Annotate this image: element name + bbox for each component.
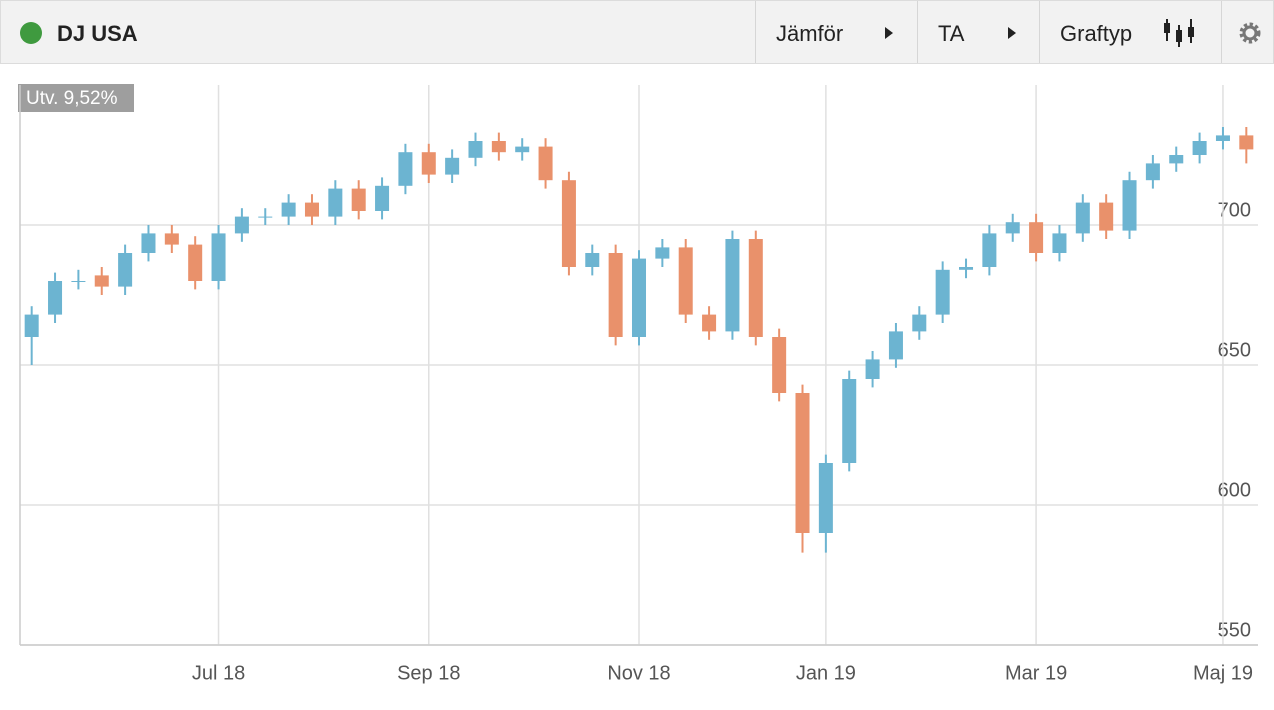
candle-body [1239,135,1254,150]
candle-body [1122,180,1137,231]
candle-body [1099,202,1114,231]
candle-body [935,269,950,315]
candle-body [468,141,483,158]
candle-body [795,393,810,533]
candle-body [1192,141,1207,155]
x-tick-label: Jan 19 [796,662,856,684]
badge-bg [18,84,134,112]
candle-body [772,337,787,393]
divider [917,1,918,63]
candle-body [328,188,343,217]
candle-body [491,141,506,153]
candle-body [118,253,133,287]
candle-body [888,331,903,360]
x-tick-label: Nov 18 [607,662,670,684]
candle-body [1029,222,1044,253]
candle-body [748,239,763,337]
candle-body [24,314,39,337]
x-tick-label: Mar 19 [1005,662,1067,684]
candle-body [1215,135,1230,141]
divider [1221,1,1222,63]
candle-body [1005,222,1020,234]
candle-body [281,202,296,217]
candle-body [585,253,600,267]
candle-body [71,281,86,282]
candle-body [445,157,460,175]
candle-body [188,244,203,281]
candle-body [351,188,366,211]
candle-body [702,314,717,332]
badge: Utv. 9,52% [26,88,118,109]
x-tick-label: Sep 18 [397,662,460,684]
y-tick-label: 550 [1218,619,1251,641]
divider [1039,1,1040,63]
title: DJ USA [57,21,138,46]
settings-icon[interactable] [1238,21,1262,45]
x-tick-label: Maj 19 [1193,662,1253,684]
chart-type-button[interactable]: Graftyp [1060,21,1133,46]
divider [755,1,756,63]
candle-body [865,359,880,379]
status-dot [20,22,42,44]
candle-body [421,152,436,175]
candle-body [1052,233,1067,253]
candle-body [842,379,857,463]
candle-icon [1164,19,1194,47]
candle-body [515,146,530,153]
candle-body [304,202,319,217]
candle-body [398,152,413,186]
ta-button[interactable]: TA [938,21,965,46]
x-tick-label: Jul 18 [192,662,245,684]
candle-body [982,233,997,267]
candle-body [48,281,63,315]
candle-body [678,247,693,315]
arrow [1008,27,1016,39]
candle-body [561,180,576,267]
y-tick-label: 600 [1218,479,1251,501]
candle-body [234,216,249,234]
candle-body [258,216,273,218]
candle-body [141,233,156,253]
candle-body [608,253,623,337]
candle-body [1169,155,1184,164]
candle-body [959,267,974,270]
toolbar: DJ USA Jämför TA Graftyp [0,0,1274,64]
candle-body [655,247,670,259]
candle-body [725,239,740,332]
candle-body [631,258,647,337]
candle-body [375,185,390,211]
candle-body [211,233,226,281]
candle-body [538,146,553,181]
candle-body [1145,163,1160,181]
y-tick-label: 700 [1218,199,1251,221]
candle-body [818,463,833,533]
candle-body [912,314,927,332]
candle-body [164,233,179,245]
y-tick-label: 650 [1218,339,1251,361]
arrow [885,27,893,39]
compare-button[interactable]: Jämför [776,21,844,46]
candle-body [1075,202,1090,234]
candle-body [94,275,109,287]
